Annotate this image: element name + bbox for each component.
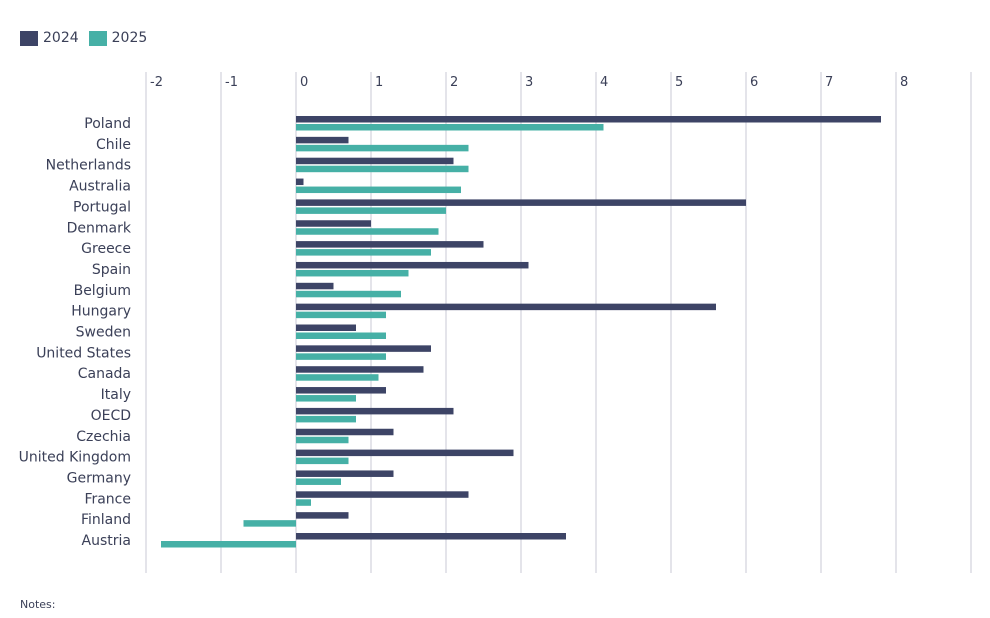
category-label: Chile (96, 137, 131, 153)
category-label: Finland (81, 512, 131, 528)
bar-2025 (296, 457, 349, 465)
category-label: Austria (82, 533, 131, 549)
bar-2024 (296, 282, 334, 290)
category-label: Italy (101, 387, 131, 403)
category-label: Spain (92, 262, 131, 278)
bar-2024 (296, 533, 566, 540)
x-tick-label: 0 (300, 75, 308, 90)
bar-2024 (296, 178, 304, 186)
x-tick-label: 5 (675, 75, 683, 90)
bar-2025 (296, 436, 349, 444)
bar-2024 (296, 491, 469, 498)
bar-2024 (296, 387, 386, 394)
bar-2025 (296, 207, 446, 214)
bar-2025 (296, 186, 461, 194)
bar-2025 (296, 290, 401, 298)
bar-2024 (296, 157, 454, 165)
bar-2024 (296, 220, 371, 227)
category-label: Netherlands (46, 158, 131, 174)
x-tick-label: -2 (150, 75, 163, 90)
x-tick-label: 2 (450, 75, 458, 90)
bar-2025 (296, 249, 431, 256)
x-tick-label: 3 (525, 75, 533, 90)
x-tick-label: -1 (225, 75, 238, 90)
bar-2025 (296, 269, 409, 277)
category-label: United States (36, 345, 131, 361)
legend-swatch-2024 (20, 30, 38, 46)
category-label: Belgium (74, 283, 131, 299)
x-tick-label: 8 (900, 75, 908, 90)
legend-item-2025[interactable]: 2025 (88, 30, 148, 46)
category-label: Poland (84, 116, 131, 132)
category-label: Portugal (73, 199, 131, 215)
legend-swatch-2025 (88, 30, 107, 46)
bar-2025 (296, 332, 386, 339)
x-tick-label: 7 (825, 75, 833, 90)
category-label: Canada (78, 366, 131, 382)
legend-label-2025: 2025 (111, 30, 148, 46)
bar-2025 (296, 395, 356, 402)
category-label: OECD (91, 408, 131, 424)
category-label: Germany (67, 470, 131, 486)
bar-2025 (296, 228, 439, 235)
category-label: Sweden (76, 325, 131, 341)
bar-2024 (296, 449, 514, 457)
x-tick-label: 6 (750, 75, 758, 90)
category-label: Hungary (71, 304, 131, 320)
category-label: France (84, 491, 131, 507)
bar-2024 (296, 116, 881, 123)
bar-2024 (296, 345, 431, 352)
bar-2024 (296, 428, 394, 436)
bar-2024 (296, 136, 349, 144)
bar-2024 (296, 512, 349, 519)
bar-2025 (243, 520, 296, 527)
category-label: Denmark (67, 220, 132, 236)
category-label: Greece (81, 241, 131, 257)
legend: 2024 2025 (20, 30, 157, 46)
bar-2025 (296, 499, 311, 506)
bar-2025 (296, 415, 356, 423)
bar-2025 (296, 124, 604, 131)
bar-2025 (161, 541, 296, 548)
bar-2025 (296, 478, 341, 485)
bar-2025 (296, 165, 469, 173)
bar-2024 (296, 470, 394, 477)
category-label: Australia (69, 179, 131, 195)
bar-2024 (296, 241, 484, 248)
bar-2024 (296, 261, 529, 269)
legend-item-2024[interactable]: 2024 (20, 30, 79, 46)
bar-2025 (296, 311, 386, 319)
x-tick-label: 1 (375, 75, 383, 90)
bar-2024 (296, 407, 454, 415)
bar-2024 (296, 366, 424, 373)
category-label: United Kingdom (19, 450, 131, 466)
bar-chart: -2 -1 0 1 2 3 4 5 6 7 8 Poland Chile Netherlands Austr… (19, 72, 972, 573)
bar-2024 (296, 324, 356, 331)
bar-2024 (296, 199, 746, 206)
x-tick-label: 4 (600, 75, 608, 90)
category-label: Czechia (76, 429, 131, 445)
notes-label: Notes: (20, 598, 56, 611)
legend-label-2024: 2024 (43, 30, 79, 46)
bar-2025 (296, 353, 386, 360)
bar-2025 (296, 144, 469, 152)
bar-2024 (296, 303, 716, 311)
bar-2025 (296, 374, 379, 381)
